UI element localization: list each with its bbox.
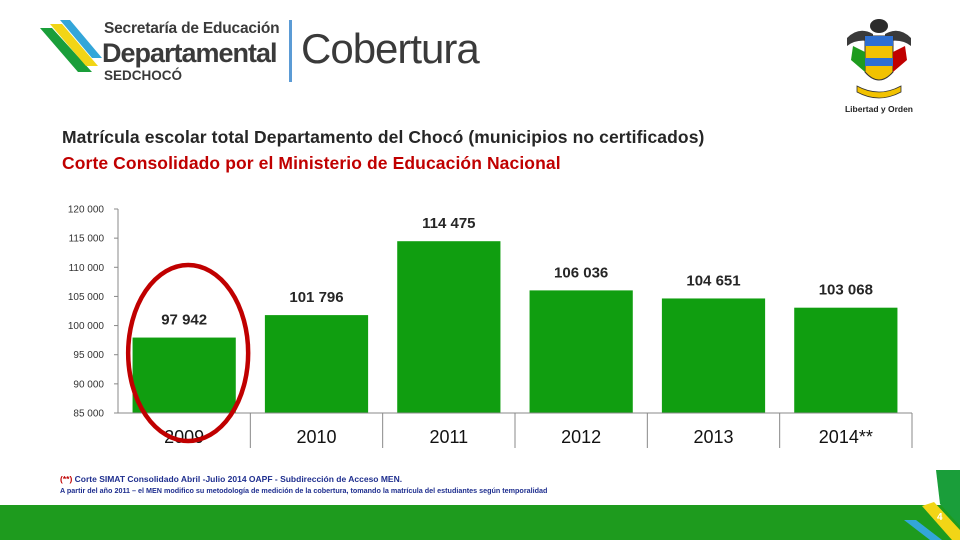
logo-stripes-icon [40, 20, 102, 72]
page-number: 4 [937, 512, 943, 523]
data-label: 103 068 [819, 282, 873, 299]
logo-text-line1: Secretaría de Educación [104, 20, 280, 37]
bars [132, 241, 898, 413]
highlight [125, 262, 251, 444]
data-label: 114 475 [422, 215, 475, 232]
corner-stripes-icon [904, 470, 960, 540]
x-tick-label: 2012 [561, 427, 601, 447]
chart-title: Matrícula escolar total Departamento del… [62, 127, 705, 147]
data-label: 97 942 [161, 312, 207, 329]
y-tick-label: 105 000 [68, 292, 105, 303]
data-label: 101 796 [289, 289, 343, 306]
data-label: 104 651 [686, 272, 740, 289]
y-tick-label: 120 000 [68, 205, 105, 216]
footnote-source-text: Corte SIMAT Consolidado Abril -Julio 201… [72, 474, 403, 484]
sedchoco-logo: Secretaría de Educación Departamental SE… [38, 14, 498, 86]
footer-bar [0, 505, 960, 540]
coat-of-arms-icon [847, 19, 911, 99]
y-tick-label: 85 000 [73, 409, 104, 420]
bar [264, 315, 369, 413]
highlight-ellipse [125, 262, 251, 444]
chart-subtitle: Corte Consolidado por el Ministerio de E… [62, 153, 561, 173]
x-tick-label: 2011 [429, 427, 468, 447]
value-labels: 97 942 101 796 114 475 106 036 104 651 103 06… [161, 215, 873, 328]
logo-text-line2: Departamental [102, 38, 278, 68]
logo-divider [289, 20, 292, 82]
crest-caption: Libertad y Orden [844, 104, 913, 114]
bar [794, 307, 898, 413]
national-crest: Libertad y Orden [843, 16, 915, 120]
logo-text-line3: SEDCHOCÓ [104, 68, 183, 83]
data-label: 106 036 [554, 264, 608, 281]
bar [132, 337, 236, 413]
section-title: Cobertura [301, 25, 480, 72]
y-axis: 85 000 90 000 95 000 100 000 105 000 110 000 1… [68, 205, 119, 420]
y-tick-label: 90 000 [73, 379, 104, 390]
footnote-marker: (**) [60, 474, 73, 484]
bar [529, 290, 633, 413]
x-axis: 2009 2010 2011 2012 2013 2014** [118, 412, 913, 448]
y-tick-label: 110 000 [69, 263, 105, 274]
x-tick-label: 2010 [296, 427, 336, 447]
bar [661, 298, 766, 413]
x-tick-label: 2014** [819, 427, 873, 447]
bar [397, 241, 501, 413]
y-tick-label: 95 000 [73, 350, 104, 361]
footnote-methodology: A partir del año 2011 – el MEN modifico … [60, 486, 548, 495]
y-tick-label: 115 000 [69, 234, 105, 245]
footnote-source: (**) Corte SIMAT Consolidado Abril -Juli… [60, 474, 402, 484]
x-tick-label: 2013 [693, 427, 733, 447]
y-tick-label: 100 000 [68, 321, 105, 332]
